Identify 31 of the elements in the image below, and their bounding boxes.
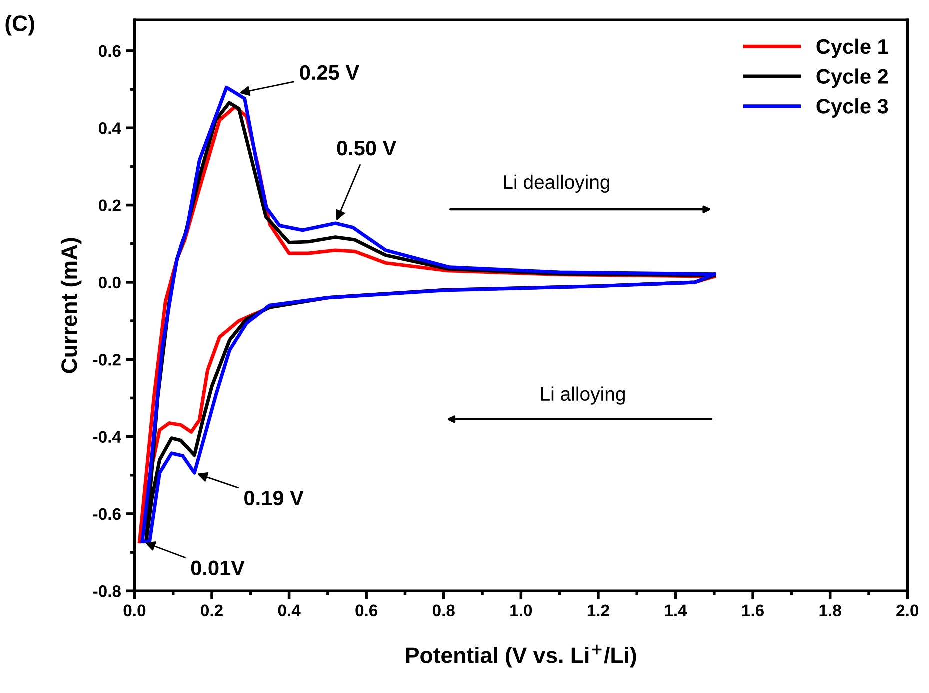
y-tick-label: -0.4 [93,431,122,443]
x-tick-label: 0.4 [278,604,301,617]
x-tick-label: 0.6 [356,604,378,617]
x-tick-label: 1.4 [665,604,688,616]
y-tick-label: 0.2 [99,200,121,212]
x-tick-label: 0.8 [432,604,455,617]
annotation: 0.19 V [244,490,304,506]
y-tick-label: 0.0 [99,276,121,289]
x-tick-label: 0.0 [124,604,146,617]
x-tick-label: 1.8 [820,604,842,617]
legend-label: Cycle 3 [816,98,888,118]
y-tick-label: 0.6 [99,45,121,58]
annotation: Li dealloying [504,174,610,194]
y-tick-label: -0.2 [93,354,121,366]
y-tick-label: -0.8 [93,586,121,598]
x-tick-label: 1.6 [742,604,764,617]
x-tick-label: 2.0 [896,604,919,617]
x-tick-label: 1.0 [510,604,532,617]
annotation: 0.01V [191,560,245,576]
annotation: 0.25 V [300,65,360,80]
x-tick-label: 1.2 [588,604,610,616]
y-tick-label: -0.6 [93,508,121,520]
x-tick-label: 0.2 [201,604,223,617]
annotation: 0.50 V [337,140,397,156]
annotation: Li alloying [541,386,625,405]
y-tick-label: 0.4 [99,122,122,134]
text: (C) [6,15,34,36]
legend-label: Cycle 1 [816,38,888,58]
x-axis-title: Potential (V vs. Li$^{+}$/Li) [406,644,636,668]
legend-label: Cycle 2 [816,68,888,88]
y-axis-title: Current (mA) [60,238,82,374]
